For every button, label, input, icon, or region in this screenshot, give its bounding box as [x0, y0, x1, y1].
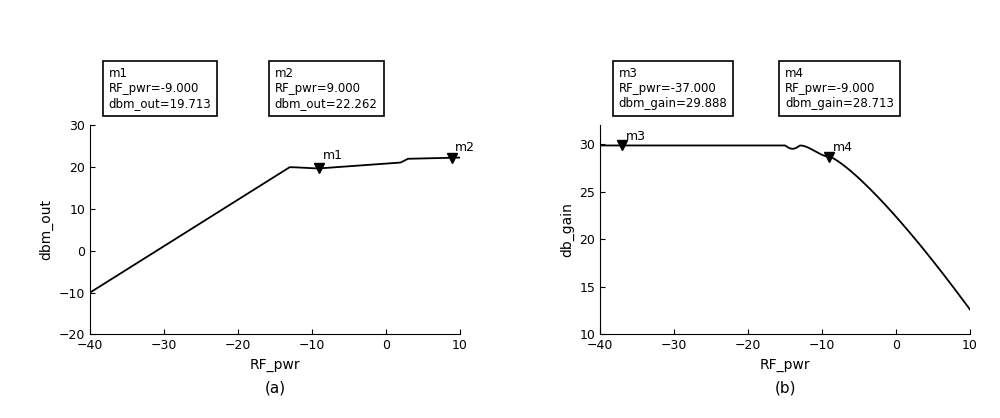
- Text: m2: m2: [455, 140, 475, 153]
- X-axis label: RF_pwr: RF_pwr: [250, 358, 300, 372]
- Text: m1
RF_pwr=-9.000
dbm_out=19.713: m1 RF_pwr=-9.000 dbm_out=19.713: [108, 67, 211, 110]
- Text: m3: m3: [626, 130, 646, 143]
- Y-axis label: dbm_out: dbm_out: [39, 199, 53, 260]
- Text: m4: m4: [833, 141, 853, 154]
- Text: (a): (a): [264, 380, 285, 395]
- Y-axis label: db_gain: db_gain: [560, 202, 574, 257]
- Text: (b): (b): [774, 380, 796, 395]
- Text: m2
RF_pwr=9.000
dbm_out=22.262: m2 RF_pwr=9.000 dbm_out=22.262: [275, 67, 378, 110]
- Text: m1: m1: [323, 149, 343, 162]
- Text: m4
RF_pwr=-9.000
dbm_gain=28.713: m4 RF_pwr=-9.000 dbm_gain=28.713: [785, 67, 894, 110]
- X-axis label: RF_pwr: RF_pwr: [760, 358, 810, 372]
- Text: m3
RF_pwr=-37.000
dbm_gain=29.888: m3 RF_pwr=-37.000 dbm_gain=29.888: [619, 67, 727, 110]
